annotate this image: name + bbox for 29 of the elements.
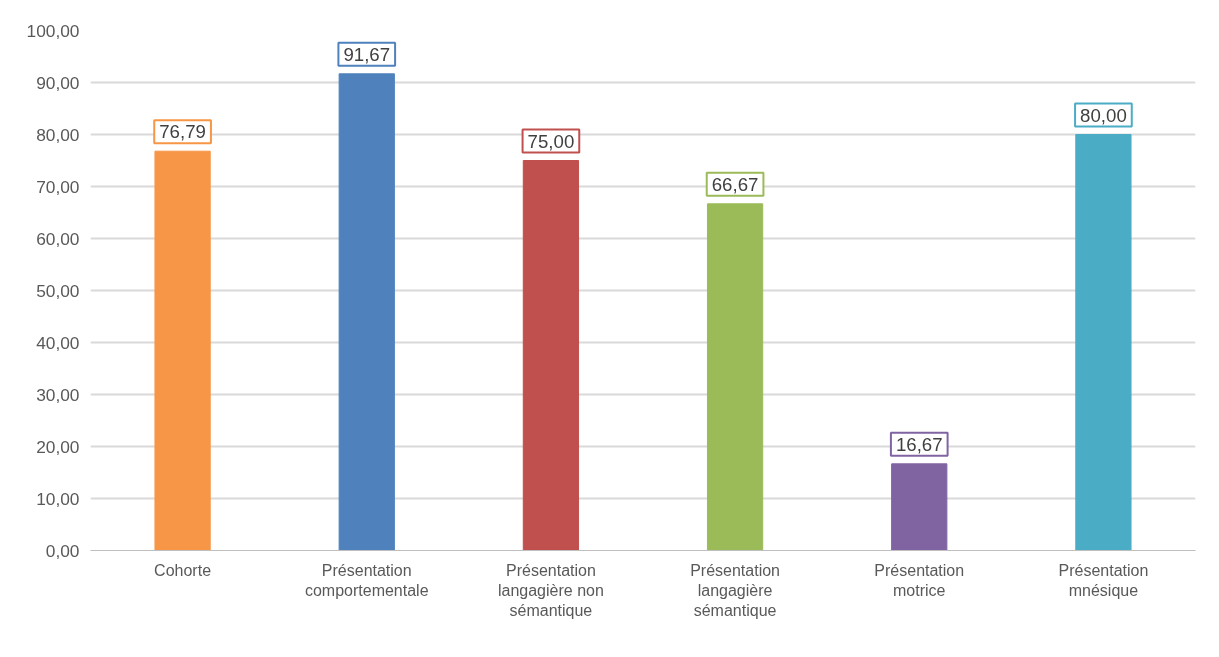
- data-label: 75,00: [527, 130, 575, 152]
- y-tick-label: 10,00: [36, 488, 80, 509]
- bar: [154, 150, 211, 551]
- y-tick-label: 60,00: [36, 228, 80, 249]
- y-tick-label: 40,00: [36, 332, 80, 353]
- y-tick-label: 20,00: [36, 436, 80, 457]
- x-tick-label: Présentation comportementale: [304, 561, 429, 599]
- x-tick-label: Présentation mnésique: [1058, 561, 1149, 599]
- y-tick-label: 90,00: [36, 72, 80, 93]
- y-tick-label: 30,00: [36, 384, 80, 405]
- x-tick-label: Présentation langagière sémantique: [690, 561, 781, 620]
- data-label: 16,67: [895, 433, 943, 455]
- y-tick-label: 80,00: [36, 124, 80, 145]
- x-tick-label: Cohorte: [154, 561, 212, 579]
- bar: [522, 160, 580, 551]
- data-label: 80,00: [1080, 104, 1127, 126]
- data-label: 66,67: [711, 173, 759, 195]
- y-tick-label: 0,00: [45, 540, 80, 561]
- bar: [891, 463, 948, 551]
- bar: [338, 73, 395, 551]
- bar: [706, 203, 764, 551]
- y-tick-label: 100,00: [26, 20, 80, 41]
- data-label: 91,67: [343, 43, 391, 65]
- y-tick-label: 70,00: [36, 176, 80, 197]
- bar: [1075, 134, 1132, 551]
- y-tick-label: 50,00: [36, 280, 80, 301]
- data-label: 76,79: [159, 121, 206, 143]
- x-tick-label: Présentation langagière non sémantique: [497, 561, 604, 620]
- x-tick-label: Présentation motrice: [874, 561, 965, 599]
